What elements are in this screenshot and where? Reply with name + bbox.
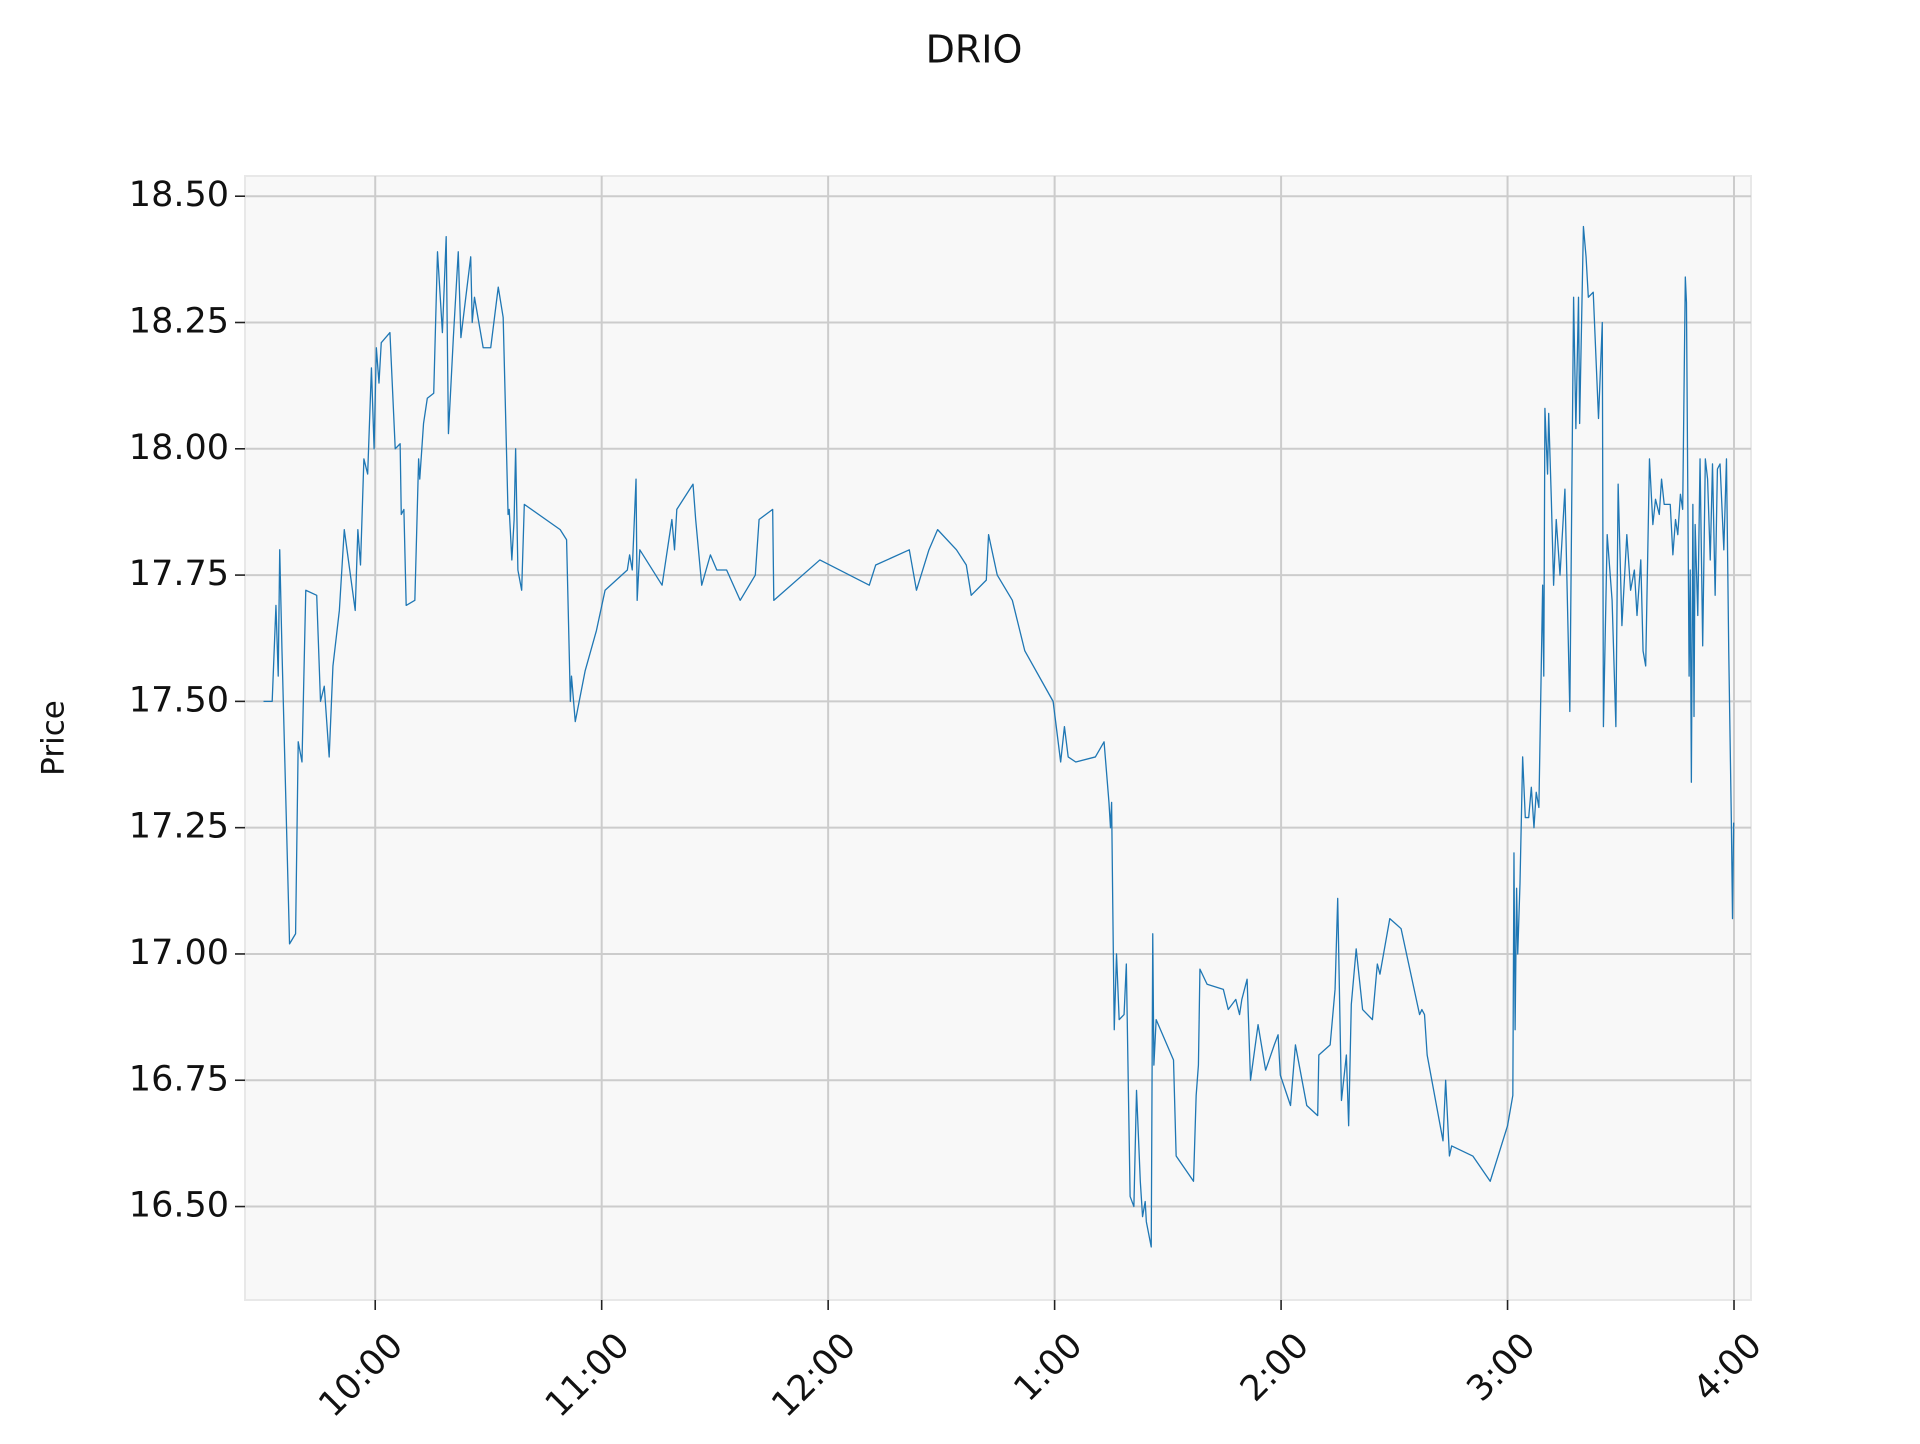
price-line: [263, 225, 1735, 1248]
y-tick-label: 18.25: [129, 301, 229, 341]
x-tick-label: 10:00: [312, 1326, 412, 1426]
plot-area: [244, 175, 1752, 1301]
chart-title: DRIO: [926, 28, 1023, 72]
x-tick-label: 3:00: [1460, 1326, 1544, 1410]
y-tick-label: 16.50: [129, 1186, 229, 1226]
x-tick-label: 11:00: [538, 1326, 638, 1426]
x-tick-label: 4:00: [1686, 1326, 1770, 1410]
y-tick-label: 18.50: [129, 175, 229, 215]
y-tick-label: 17.75: [129, 554, 229, 594]
y-tick-label: 17.50: [129, 680, 229, 720]
x-tick-label: 12:00: [764, 1326, 864, 1426]
y-tick-label: 17.00: [129, 933, 229, 973]
x-tick-label: 2:00: [1233, 1326, 1317, 1410]
y-tick-label: 16.75: [129, 1059, 229, 1099]
y-axis-label: Price: [36, 700, 72, 776]
y-tick-label: 18.00: [129, 428, 229, 468]
x-tick-label: 1:00: [1007, 1326, 1091, 1410]
y-tick-label: 17.25: [129, 807, 229, 847]
